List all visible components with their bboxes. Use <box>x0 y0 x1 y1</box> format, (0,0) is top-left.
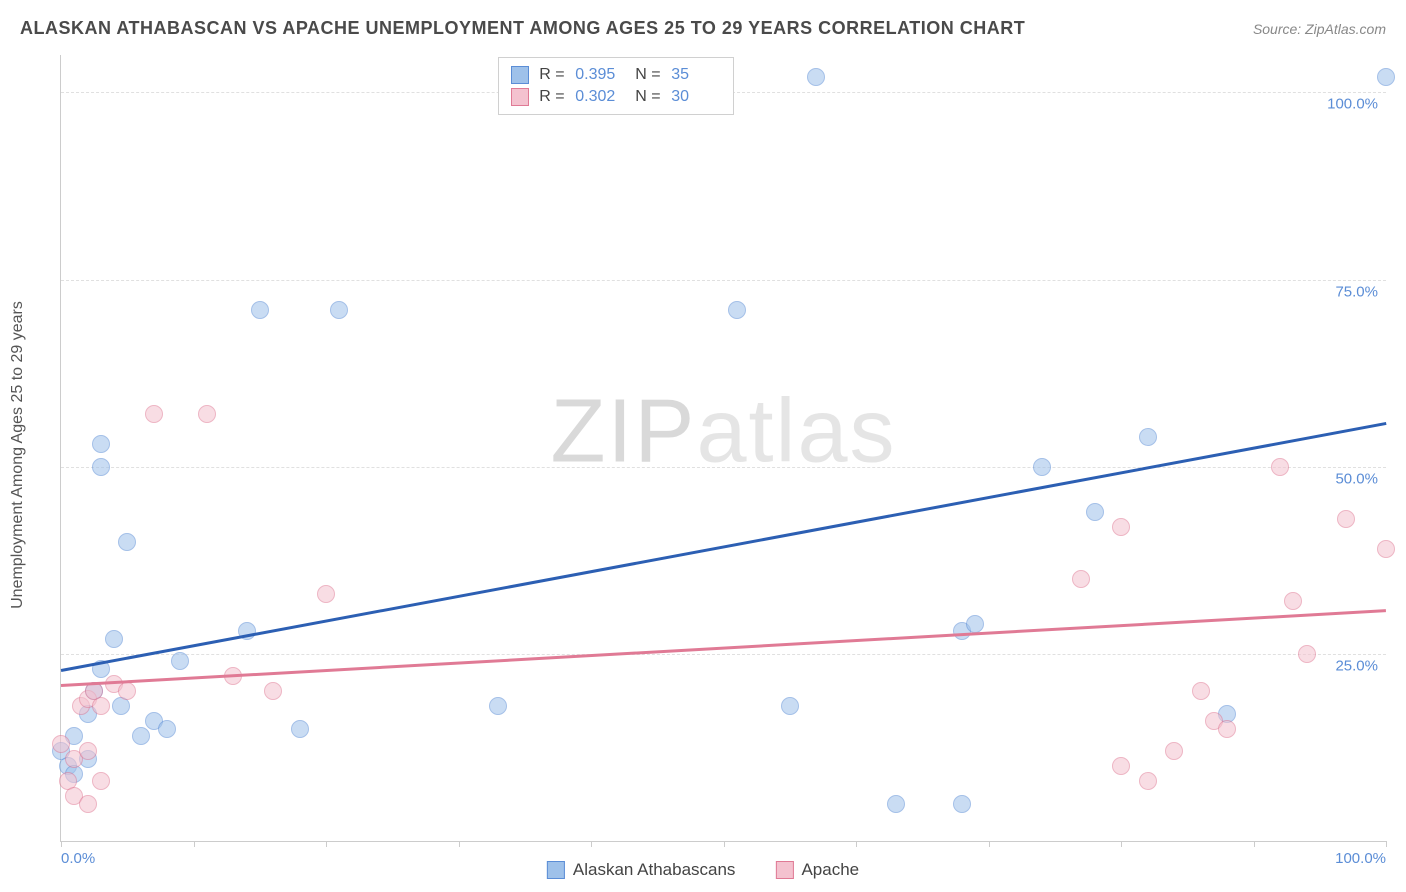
legend-swatch <box>775 861 793 879</box>
r-label: R = <box>539 88 565 106</box>
r-value: 0.395 <box>575 66 625 84</box>
stats-row: R = 0.302 N = 30 <box>511 86 721 108</box>
legend-swatch <box>511 88 529 106</box>
trend-line <box>61 609 1386 686</box>
gridline <box>61 280 1386 281</box>
data-point <box>1271 458 1289 476</box>
data-point <box>251 301 269 319</box>
x-tick <box>591 841 592 847</box>
data-point <box>1218 720 1236 738</box>
data-point <box>79 795 97 813</box>
data-point <box>52 735 70 753</box>
n-label: N = <box>635 88 661 106</box>
data-point <box>807 68 825 86</box>
y-axis-label: Unemployment Among Ages 25 to 29 years <box>9 301 27 609</box>
data-point <box>79 742 97 760</box>
data-point <box>1112 757 1130 775</box>
trend-line <box>61 422 1386 671</box>
data-point <box>264 682 282 700</box>
data-point <box>489 697 507 715</box>
gridline <box>61 467 1386 468</box>
data-point <box>158 720 176 738</box>
data-point <box>1377 68 1395 86</box>
data-point <box>1086 503 1104 521</box>
data-point <box>887 795 905 813</box>
legend-swatch <box>547 861 565 879</box>
data-point <box>145 405 163 423</box>
legend-swatch <box>511 66 529 84</box>
data-point <box>953 795 971 813</box>
n-value: 35 <box>671 66 721 84</box>
data-point <box>92 435 110 453</box>
x-tick <box>61 841 62 847</box>
n-value: 30 <box>671 88 721 106</box>
data-point <box>171 652 189 670</box>
data-point <box>330 301 348 319</box>
y-tick-label: 50.0% <box>1335 470 1378 487</box>
x-tick <box>1386 841 1387 847</box>
x-tick <box>724 841 725 847</box>
data-point <box>728 301 746 319</box>
legend-item: Apache <box>775 860 859 880</box>
data-point <box>92 458 110 476</box>
legend-item: Alaskan Athabascans <box>547 860 736 880</box>
r-label: R = <box>539 66 565 84</box>
x-tick <box>856 841 857 847</box>
plot-area: ZIPatlas 25.0%50.0%75.0%100.0%0.0%100.0%… <box>60 55 1386 842</box>
x-tick <box>459 841 460 847</box>
stats-box: R = 0.395 N = 35 R = 0.302 N = 30 <box>498 57 734 115</box>
y-tick-label: 25.0% <box>1335 657 1378 674</box>
data-point <box>132 727 150 745</box>
x-tick <box>1121 841 1122 847</box>
x-tick-label: 100.0% <box>1335 850 1386 867</box>
data-point <box>1284 592 1302 610</box>
r-value: 0.302 <box>575 88 625 106</box>
data-point <box>1165 742 1183 760</box>
data-point <box>1033 458 1051 476</box>
plot-wrap: ZIPatlas 25.0%50.0%75.0%100.0%0.0%100.0%… <box>60 55 1386 842</box>
gridline <box>61 654 1386 655</box>
data-point <box>317 585 335 603</box>
x-tick <box>194 841 195 847</box>
data-point <box>105 630 123 648</box>
x-tick <box>989 841 990 847</box>
x-tick <box>1254 841 1255 847</box>
n-label: N = <box>635 66 661 84</box>
data-point <box>1139 772 1157 790</box>
data-point <box>1377 540 1395 558</box>
legend-label: Apache <box>801 860 859 880</box>
data-point <box>1139 428 1157 446</box>
legend-label: Alaskan Athabascans <box>573 860 736 880</box>
data-point <box>118 533 136 551</box>
source-label: Source: ZipAtlas.com <box>1253 21 1386 37</box>
chart-title: ALASKAN ATHABASCAN VS APACHE UNEMPLOYMEN… <box>20 18 1025 39</box>
y-tick-label: 75.0% <box>1335 283 1378 300</box>
data-point <box>1072 570 1090 588</box>
data-point <box>1192 682 1210 700</box>
data-point <box>118 682 136 700</box>
data-point <box>1337 510 1355 528</box>
data-point <box>1298 645 1316 663</box>
x-tick <box>326 841 327 847</box>
watermark: ZIPatlas <box>550 381 896 484</box>
bottom-legend: Alaskan Athabascans Apache <box>547 860 859 880</box>
data-point <box>92 772 110 790</box>
data-point <box>92 697 110 715</box>
title-bar: ALASKAN ATHABASCAN VS APACHE UNEMPLOYMEN… <box>20 18 1386 39</box>
x-tick-label: 0.0% <box>61 850 95 867</box>
stats-row: R = 0.395 N = 35 <box>511 64 721 86</box>
data-point <box>198 405 216 423</box>
data-point <box>966 615 984 633</box>
data-point <box>291 720 309 738</box>
data-point <box>781 697 799 715</box>
data-point <box>1112 518 1130 536</box>
y-tick-label: 100.0% <box>1327 96 1378 113</box>
